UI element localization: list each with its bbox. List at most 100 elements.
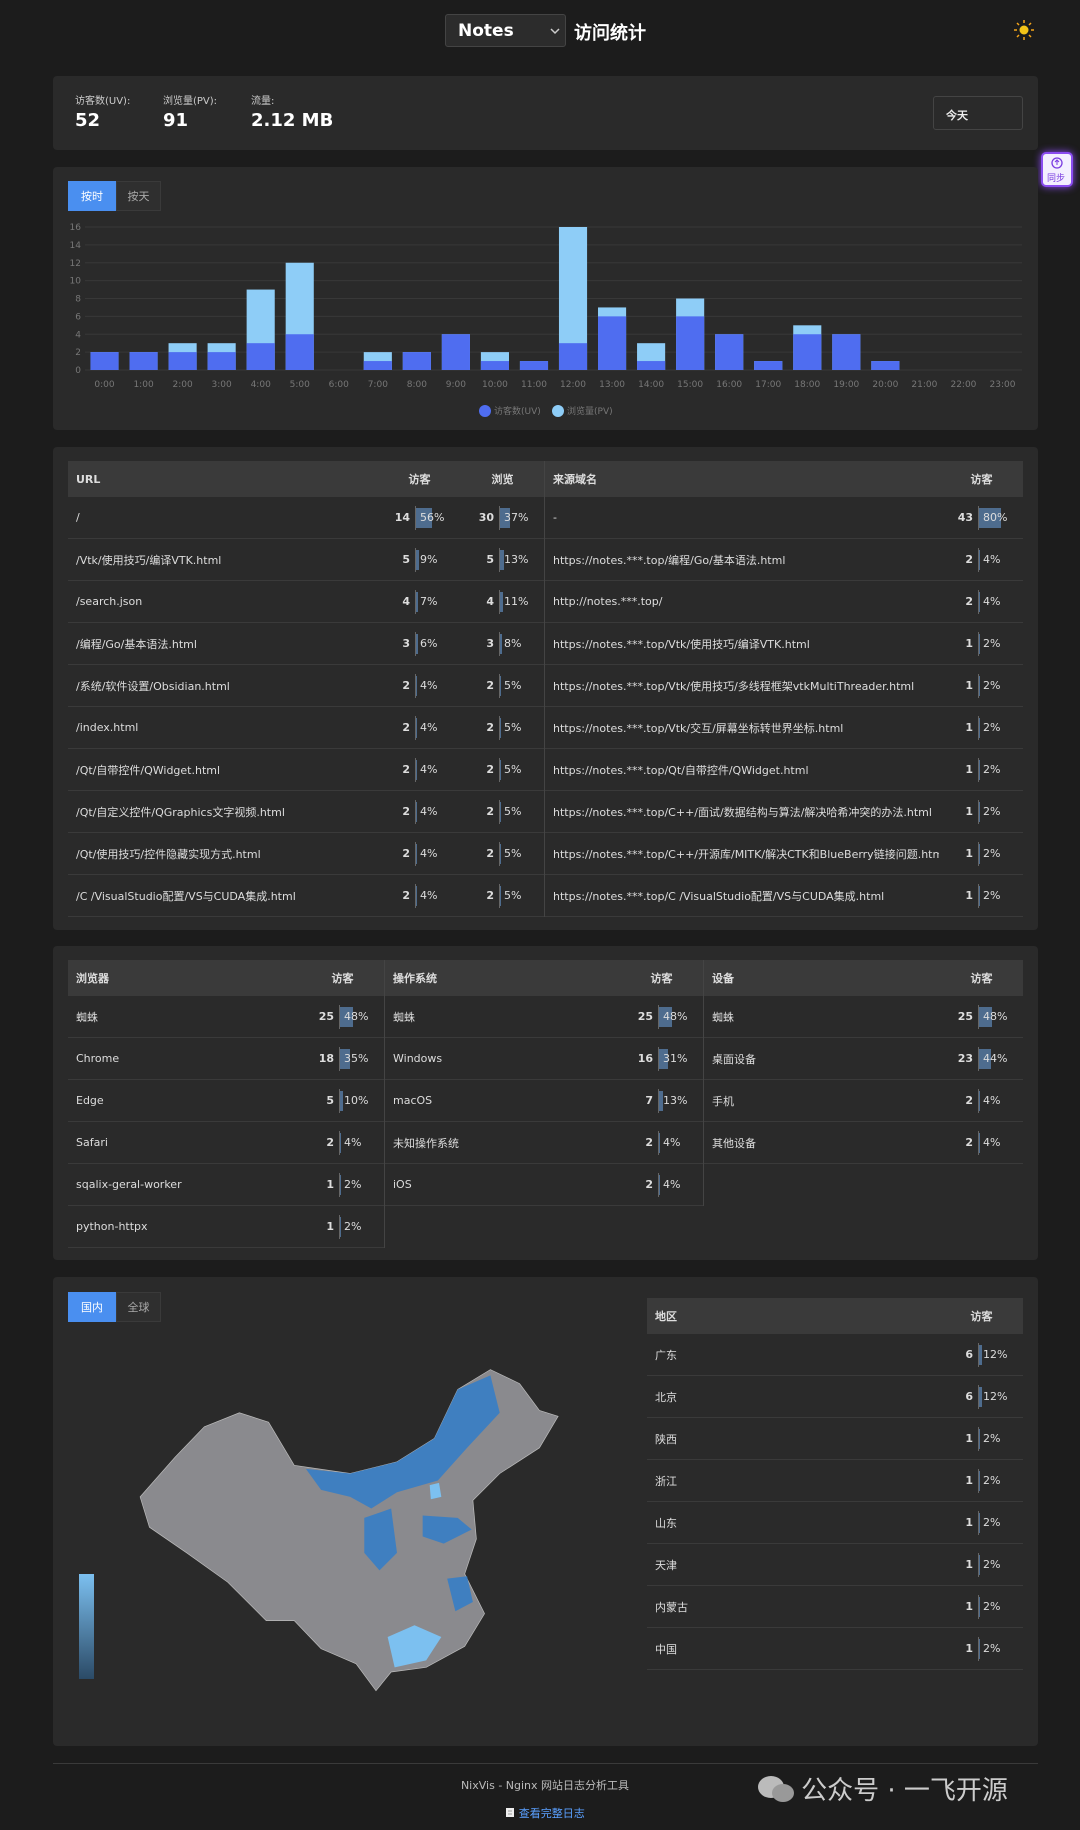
row-name: https://notes.***.top/C /VisualStudio配置/… (553, 889, 885, 903)
share-cell: 5% (499, 757, 540, 782)
table-row: 桌面设备 23 44% (704, 1038, 1023, 1080)
count: 2 (486, 847, 494, 860)
count: 1 (965, 763, 973, 776)
column-header: 访客 (970, 473, 993, 486)
tab-global[interactable]: 全球 (116, 1292, 161, 1322)
tab-daily[interactable]: 按天 (116, 181, 161, 211)
theme-toggle[interactable] (1014, 20, 1034, 40)
share-cell: 10% (339, 1088, 380, 1113)
table-header: 地区 访客 (647, 1298, 1023, 1334)
tab-domestic[interactable]: 国内 (68, 1292, 116, 1322)
row-name: 天津 (655, 1558, 677, 1572)
share-label: 2% (983, 1599, 1001, 1613)
count: 3 (486, 637, 494, 650)
table-row: - 43 80% (545, 497, 1023, 539)
share-cell: 2% (978, 1426, 1019, 1451)
table-header: URL 访客 浏览 (68, 461, 544, 497)
clients-card (53, 946, 1038, 1260)
share-bar (416, 591, 418, 612)
share-bar (979, 1048, 992, 1069)
share-label: 2% (983, 720, 1001, 734)
regions-table: 地区 访客 广东 6 12% 北京 6 12% 陕西 1 2% 浙江 1 2% 山东 1 2% 天津 1 2% 内蒙古 1… (647, 1298, 1023, 1670)
site-name: Notes (458, 21, 514, 41)
share-label: 2% (983, 804, 1001, 818)
share-label: 5% (504, 804, 522, 818)
footer-link[interactable]: 查看完整日志 (518, 1807, 585, 1820)
share-label: 2% (344, 1177, 362, 1191)
table-header: 浏览器 访客 (68, 960, 384, 996)
share-label: 4% (420, 720, 438, 734)
referrers-table: 来源域名 访客 - 43 80% https://notes.***.top/编程/Go/… (545, 461, 1023, 917)
table-row: /search.json 4 7% 4 11% (68, 581, 544, 623)
row-name: 北京 (655, 1390, 677, 1404)
os-table: 操作系统 访客 蜘蛛 25 48% Windows 16 31% macOS 7 13% 未知操作系统… (385, 960, 704, 1206)
share-bar (500, 633, 503, 654)
count: 1 (965, 1516, 973, 1529)
share-bar (979, 507, 1002, 528)
table-row: https://notes.***.top/Vtk/使用技巧/多线程框架vtkM… (545, 665, 1023, 707)
row-name: https://notes.***.top/编程/Go/基本语法.html (553, 553, 786, 567)
row-name: 内蒙古 (655, 1600, 688, 1614)
date-select[interactable]: 今天 (933, 96, 1023, 130)
sync-button[interactable]: 同步 (1041, 152, 1073, 187)
stat-value: 52 (75, 110, 101, 131)
share-bar (979, 885, 980, 906)
row-name: /search.json (76, 595, 143, 608)
share-cell: 12% (978, 1342, 1019, 1367)
share-label: 4% (663, 1135, 681, 1149)
share-cell: 13% (499, 547, 540, 572)
share-label: 7% (420, 594, 438, 608)
count: 1 (965, 1432, 973, 1445)
share-label: 2% (983, 846, 1001, 860)
share-cell: 48% (978, 1004, 1019, 1029)
tab-hourly[interactable]: 按时 (68, 181, 116, 211)
share-label: 9% (420, 552, 438, 566)
row-name: 浙江 (655, 1474, 677, 1488)
table-row: / 14 56% 30 37% (68, 497, 544, 539)
share-label: 5% (504, 678, 522, 692)
share-cell: 48% (658, 1004, 699, 1029)
share-cell: 2% (978, 799, 1019, 824)
share-cell: 2% (978, 673, 1019, 698)
share-label: 13% (663, 1093, 688, 1107)
share-cell: 5% (499, 799, 540, 824)
share-cell: 4% (415, 799, 456, 824)
count: 5 (486, 553, 494, 566)
share-bar (979, 759, 980, 780)
browsers-table: 浏览器 访客 蜘蛛 25 48% Chrome 18 35% Edge 5 10% Safari 2 4%… (68, 960, 385, 1248)
share-label: 5% (504, 720, 522, 734)
share-cell: 4% (978, 547, 1019, 572)
share-bar (979, 1638, 980, 1659)
chart-card (53, 167, 1038, 430)
share-label: 12% (983, 1389, 1008, 1403)
share-cell: 13% (658, 1088, 699, 1113)
share-cell: 2% (978, 883, 1019, 908)
count: 2 (965, 1136, 973, 1149)
share-label: 5% (504, 888, 522, 902)
count: 4 (486, 595, 494, 608)
share-bar (979, 675, 980, 696)
share-bar (416, 717, 418, 738)
wechat-icon (758, 1775, 794, 1802)
column-header: 操作系统 (393, 972, 437, 985)
count: 18 (318, 1052, 334, 1065)
table-row: Windows 16 31% (385, 1038, 703, 1080)
share-label: 5% (504, 846, 522, 860)
site-select[interactable]: Notes (445, 14, 566, 47)
stat-label: 访客数(UV): (75, 96, 131, 107)
table-row: /index.html 2 4% 2 5% (68, 707, 544, 749)
table-row: 其他设备 2 4% (704, 1122, 1023, 1164)
count: 5 (402, 553, 410, 566)
share-label: 37% (504, 510, 529, 524)
count: 1 (326, 1220, 334, 1233)
share-bar (416, 507, 432, 528)
share-cell: 2% (978, 1468, 1019, 1493)
share-bar (979, 1512, 980, 1533)
table-row: Safari 2 4% (68, 1122, 384, 1164)
table-row: Chrome 18 35% (68, 1038, 384, 1080)
row-name: Chrome (76, 1052, 120, 1065)
share-cell: 5% (499, 715, 540, 740)
column-header: 浏览 (491, 473, 514, 486)
share-cell: 4% (415, 841, 456, 866)
share-cell: 5% (499, 673, 540, 698)
